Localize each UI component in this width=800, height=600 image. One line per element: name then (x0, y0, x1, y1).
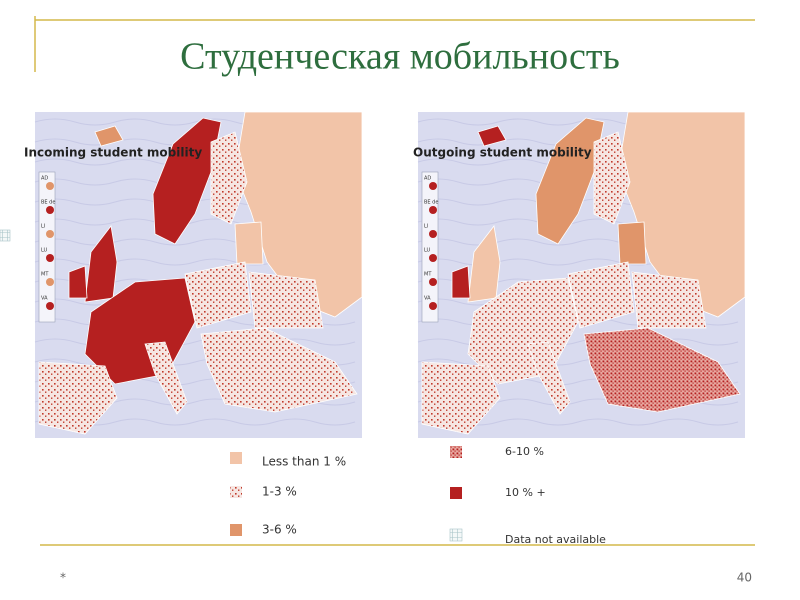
country-finland (593, 131, 631, 225)
inset-code: BE de (424, 200, 438, 206)
page-number: 40 (737, 571, 752, 585)
side-icon (0, 229, 11, 242)
country-iberia (38, 361, 118, 435)
country-ireland (451, 265, 471, 299)
legend-swatch (230, 486, 242, 498)
inset-code: MT (424, 272, 432, 278)
legend-label: 3-6 % (262, 523, 297, 537)
inset-mark (429, 230, 437, 238)
country-iberia (421, 361, 501, 435)
inset-code: LI (41, 224, 45, 230)
country-balkans (200, 327, 358, 413)
inset-mark (429, 254, 437, 262)
inset-code: AD (41, 176, 48, 182)
inset-code: LU (424, 248, 431, 254)
inset-code: LU (41, 248, 48, 254)
inset-mark (46, 278, 54, 286)
legend-label: 6-10 % (505, 445, 544, 458)
inset-code: AD (424, 176, 431, 182)
country-baltics (617, 221, 647, 265)
europe-map: AD BE de LI LU MT VA Outgoing student mobility (413, 111, 746, 438)
inset-code: VA (424, 296, 431, 302)
country-iceland (94, 125, 124, 147)
country-iceland (477, 125, 507, 147)
inset-mark (46, 206, 54, 214)
legend-swatch (449, 528, 463, 542)
country-ukraine (248, 271, 324, 329)
country-ukraine (631, 271, 707, 329)
country-baltics (234, 221, 264, 265)
legend-label: Data not available (505, 533, 606, 546)
country-finland (210, 131, 248, 225)
country-italy (527, 341, 571, 415)
inset-mark (46, 254, 54, 262)
legend-label: 1-3 % (262, 485, 297, 499)
inset-mark (429, 278, 437, 286)
country-ireland (68, 265, 88, 299)
legend-label: 10 % + (505, 486, 546, 499)
inset-code: MT (41, 272, 49, 278)
maps: AD BE de LI LU MT VA Incoming student mobility… (24, 111, 746, 438)
inset-code: VA (41, 296, 48, 302)
country-italy (144, 341, 188, 415)
legend-label: Less than 1 % (262, 455, 346, 469)
country-central (184, 261, 252, 329)
inset-mark (429, 182, 437, 190)
map-label: Outgoing student mobility (413, 146, 592, 160)
legend-swatch (230, 452, 242, 464)
inset-code: LI (424, 224, 428, 230)
inset-mark (46, 302, 54, 310)
inset-mark (429, 302, 437, 310)
legend-swatch (450, 487, 462, 499)
map-label: Incoming student mobility (24, 146, 202, 160)
inset-mark (46, 182, 54, 190)
legend: Less than 1 % 1-3 % 3-6 % 6-10 % 10 % + Data … (230, 445, 606, 546)
inset-mark (46, 230, 54, 238)
inset-mark (429, 206, 437, 214)
inset-code: BE de (41, 200, 55, 206)
slide-title: Студенческая мобильность (180, 36, 620, 78)
country-central (567, 261, 635, 329)
country-balkans (583, 327, 741, 413)
europe-map: AD BE de LI LU MT VA Incoming student mobility (24, 111, 363, 438)
legend-swatch (450, 446, 462, 458)
legend-swatch (230, 524, 242, 536)
footer-mark: * (60, 571, 66, 585)
